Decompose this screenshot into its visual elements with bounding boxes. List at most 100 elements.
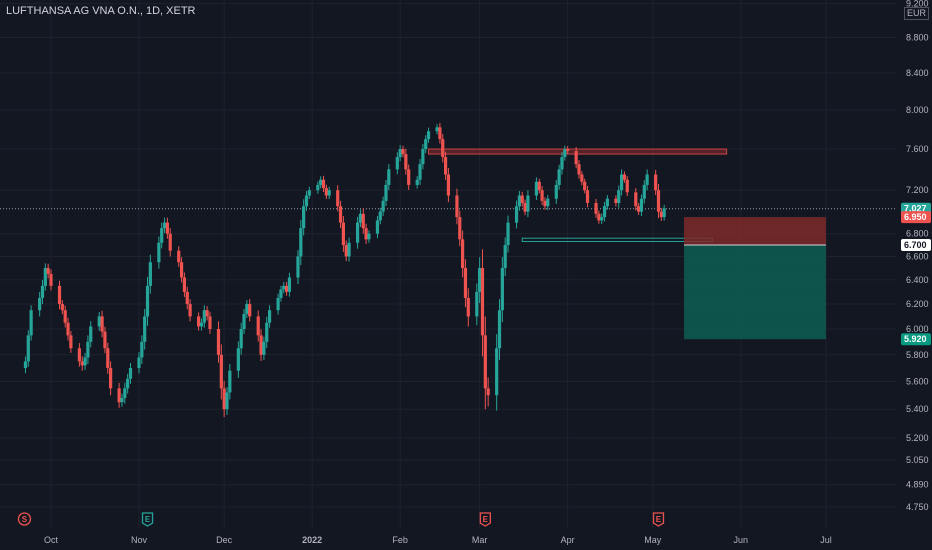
candle-body [407, 169, 411, 185]
candle-body [225, 392, 229, 410]
candle [256, 310, 260, 342]
candle-body [375, 220, 380, 234]
price-tick-label[interactable]: 4.750 [906, 502, 929, 512]
candle-body [540, 190, 544, 201]
time-tick-label[interactable]: Oct [44, 535, 59, 545]
candle [654, 169, 658, 195]
drawing-zones[interactable] [0, 148, 896, 340]
earnings-icon[interactable]: E [479, 512, 491, 527]
price-tick-label[interactable]: 6.800 [906, 229, 929, 239]
earnings-badge [652, 512, 665, 527]
earnings-icon[interactable]: E [652, 512, 665, 527]
symbol-title[interactable]: LUFTHANSA AG VNA O.N., 1D, XETR [6, 5, 196, 17]
candle [605, 195, 609, 210]
time-tick-label[interactable]: Jul [820, 535, 832, 545]
take-profit-zone[interactable] [684, 244, 826, 340]
candle [446, 168, 451, 203]
candle-body [622, 174, 627, 180]
candle-body [378, 211, 382, 221]
time-tick-label[interactable]: Apr [561, 535, 575, 545]
candle-body [486, 388, 490, 396]
candle-body [597, 213, 601, 221]
candle-body [29, 310, 33, 336]
candle-body [338, 206, 343, 223]
candle [395, 152, 399, 175]
candle [580, 171, 584, 186]
earnings-icon[interactable]: E [141, 512, 154, 527]
candle-body [537, 181, 541, 191]
price-tick-label[interactable]: 5.050 [906, 455, 929, 465]
candle [503, 237, 507, 277]
candle-body [435, 127, 439, 132]
price-tick-label[interactable]: 5.800 [906, 350, 929, 360]
candle [418, 159, 422, 185]
price-tick-label[interactable]: 7.600 [906, 144, 929, 154]
candle-body [40, 285, 45, 298]
price-tick-label[interactable]: 5.200 [906, 433, 929, 443]
price-tag-label: 5.920 [904, 334, 927, 344]
dividend-icon[interactable]: S [17, 512, 32, 526]
candle-body [239, 329, 243, 349]
candle-body [645, 174, 649, 185]
candle-body [242, 313, 246, 329]
candle-body [659, 211, 663, 218]
candle [662, 204, 666, 221]
price-tick-label[interactable]: 4.890 [906, 480, 929, 490]
price-tick-label[interactable]: 9.200 [906, 0, 929, 9]
time-tick-label[interactable]: Jun [734, 535, 749, 545]
candle [438, 122, 442, 144]
candle-body [341, 222, 345, 245]
price-tick-label[interactable]: 6.200 [906, 299, 929, 309]
candle-body [106, 348, 110, 369]
candle-body [188, 304, 192, 317]
time-tick-label[interactable]: Mar [472, 535, 488, 545]
candle [634, 188, 638, 211]
candle [197, 312, 201, 331]
candle [117, 382, 121, 408]
price-tick-label[interactable]: 7.200 [906, 185, 929, 195]
price-tick-label[interactable]: 8.400 [906, 68, 929, 78]
stop-price-tag: 6.950 [901, 211, 931, 224]
candle [341, 216, 345, 252]
candle [145, 276, 150, 326]
candle [478, 257, 482, 304]
stop-loss-zone[interactable] [684, 217, 826, 245]
candle-body [256, 316, 260, 336]
earnings-badge [141, 512, 154, 527]
candle [321, 175, 326, 193]
candle [225, 386, 229, 415]
candle-body [137, 357, 141, 369]
candle-body [619, 174, 624, 191]
candle-body [563, 149, 567, 158]
candle-body [415, 179, 419, 185]
candle [80, 356, 84, 371]
candle-body [205, 310, 209, 317]
price-tick-label[interactable]: 8.000 [906, 105, 929, 115]
currency-label[interactable]: EUR [904, 7, 930, 20]
candle [262, 336, 266, 361]
price-tick-label[interactable]: 6.600 [906, 251, 929, 261]
candle-body [97, 316, 101, 327]
time-tick-label[interactable]: May [644, 535, 662, 545]
time-tick-label[interactable]: 2022 [302, 535, 322, 545]
price-tick-label[interactable]: 5.400 [906, 404, 929, 414]
candle-body [358, 213, 363, 223]
candle [128, 363, 133, 384]
price-tick-label[interactable]: 5.600 [906, 377, 929, 387]
price-tick-label[interactable]: 6.400 [906, 275, 929, 285]
price-axis[interactable]: 9.200 8.800 8.400 8.000 7.600 7.200 6.800 6.600… [906, 0, 929, 512]
time-tick-label[interactable]: Feb [392, 535, 408, 545]
price-tick-label[interactable]: 8.800 [906, 32, 929, 42]
candle-body [304, 195, 309, 207]
time-tick-label[interactable]: Dec [216, 535, 233, 545]
candle [307, 186, 311, 199]
price-tick-label[interactable]: 6.000 [906, 324, 929, 334]
candle-body [514, 206, 519, 223]
time-axis[interactable]: Oct Nov Dec 2022 Feb Mar Apr May Jun Jul [44, 535, 832, 545]
candle [324, 184, 328, 199]
candle [23, 356, 28, 374]
candle [304, 190, 309, 211]
time-tick-label[interactable]: Nov [131, 535, 148, 545]
